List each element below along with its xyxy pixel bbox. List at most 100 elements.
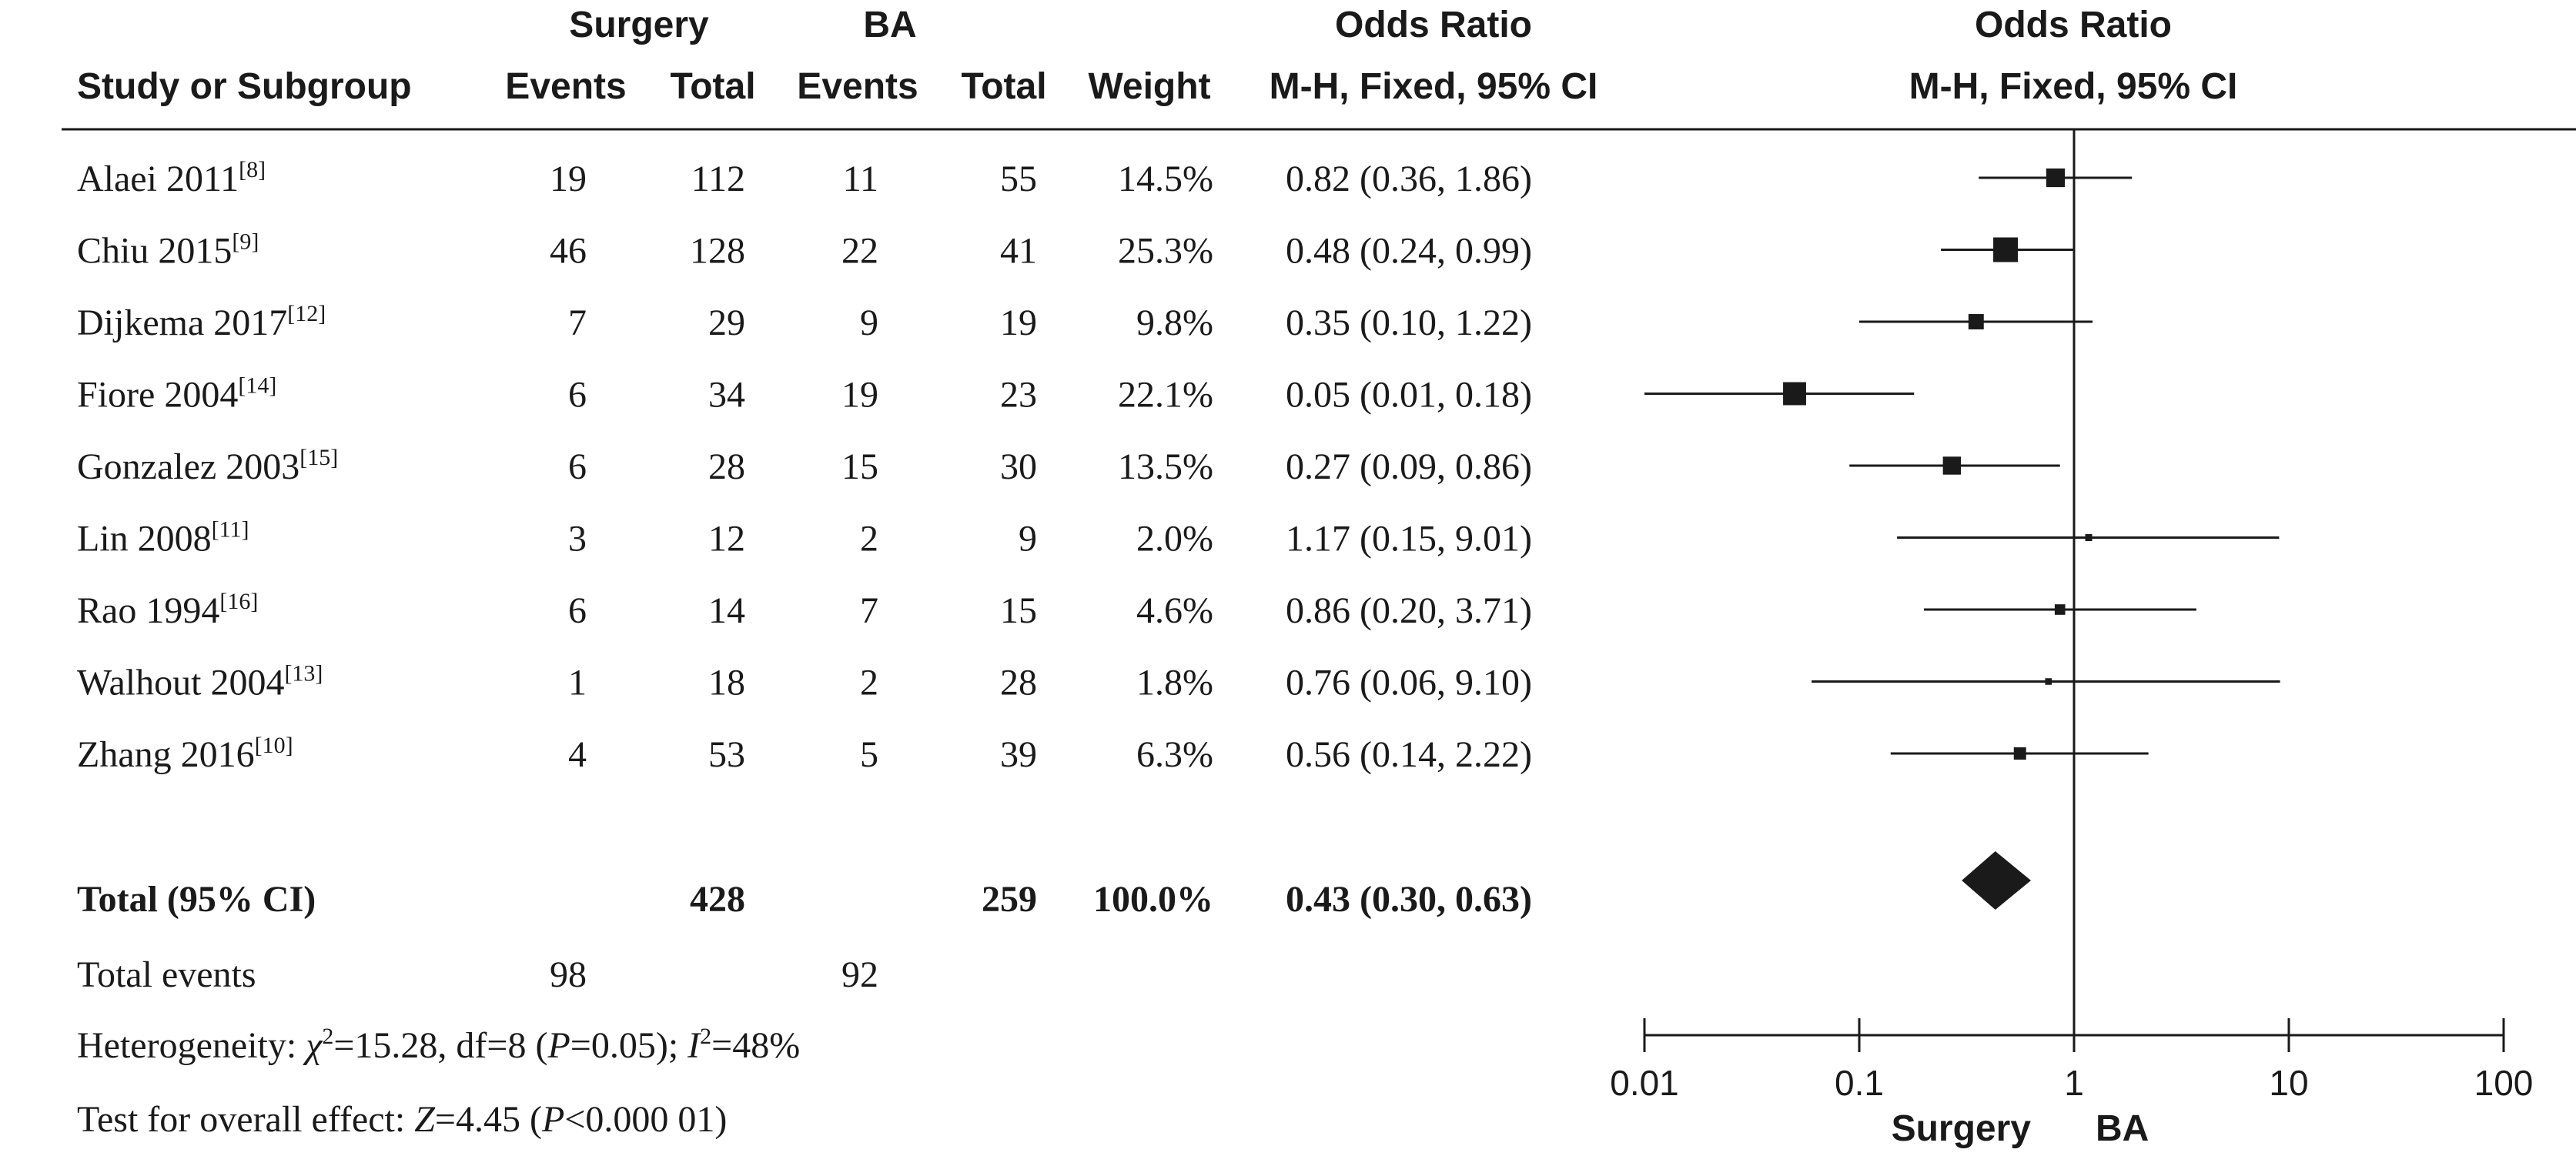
study-weight: 1.8% bbox=[1136, 663, 1213, 703]
favours-ba-label: BA bbox=[2096, 1108, 2149, 1149]
study-events1: 6 bbox=[568, 446, 587, 487]
study-weight: 6.3% bbox=[1136, 734, 1213, 775]
study-or-text: 0.48 (0.24, 0.99) bbox=[1286, 231, 1532, 272]
study-events2: 2 bbox=[860, 519, 878, 560]
study-total1: 53 bbox=[708, 734, 745, 775]
study-weight: 25.3% bbox=[1118, 231, 1213, 272]
study-name: Lin 2008[11] bbox=[77, 517, 249, 560]
study-name: Chiu 2015[9] bbox=[77, 229, 259, 272]
plot-title: Odds Ratio bbox=[1975, 5, 2172, 45]
x-axis-tick-label: 10 bbox=[2269, 1063, 2308, 1103]
total-or-text: 0.43 (0.30, 0.63) bbox=[1286, 879, 1532, 920]
study-or-text: 0.76 (0.06, 9.10) bbox=[1286, 663, 1532, 703]
study-total1: 112 bbox=[691, 159, 745, 199]
study-point-estimate bbox=[2013, 747, 2026, 760]
study-point-estimate bbox=[1942, 456, 1962, 475]
study-total1: 14 bbox=[708, 590, 745, 631]
study-events1: 4 bbox=[568, 734, 587, 775]
study-total1: 128 bbox=[690, 231, 745, 272]
study-weight: 9.8% bbox=[1136, 302, 1213, 343]
study-point-estimate bbox=[2085, 534, 2093, 541]
study-weight: 22.1% bbox=[1118, 375, 1213, 416]
study-point-estimate bbox=[1783, 382, 1806, 406]
study-events1: 6 bbox=[568, 590, 587, 631]
study-column-header: Study or Subgroup bbox=[77, 66, 412, 107]
total-events-label: Total events bbox=[77, 954, 256, 995]
group1-header: Surgery bbox=[569, 5, 709, 45]
study-or-text: 0.27 (0.09, 0.86) bbox=[1286, 446, 1532, 487]
study-point-estimate bbox=[2046, 168, 2066, 188]
overall-effect-text: Test for overall effect: Z=4.45 (P<0.000… bbox=[77, 1099, 727, 1140]
study-events1: 19 bbox=[550, 159, 587, 199]
x-axis-tick-label: 1 bbox=[2064, 1063, 2084, 1103]
study-events2: 2 bbox=[860, 663, 878, 703]
study-events1: 1 bbox=[568, 663, 587, 703]
study-events2: 15 bbox=[841, 446, 878, 487]
weight-column-header: Weight bbox=[1088, 66, 1210, 107]
study-events2: 19 bbox=[841, 375, 878, 416]
study-or-text: 0.56 (0.14, 2.22) bbox=[1286, 734, 1532, 775]
total-weight: 100.0% bbox=[1093, 879, 1213, 920]
heterogeneity-text: Heterogeneity: χ2=15.28, df=8 (P=0.05); … bbox=[77, 1024, 800, 1066]
study-total2: 30 bbox=[1000, 446, 1037, 487]
study-events2: 9 bbox=[860, 302, 878, 343]
study-total2: 55 bbox=[1000, 159, 1037, 199]
study-events2: 22 bbox=[841, 231, 878, 272]
total-label: Total (95% CI) bbox=[77, 879, 316, 920]
favours-surgery-label: Surgery bbox=[1892, 1108, 2032, 1149]
total-total2: 259 bbox=[982, 879, 1037, 920]
study-events2: 5 bbox=[860, 734, 878, 775]
study-point-estimate bbox=[2045, 678, 2052, 685]
study-events2: 7 bbox=[860, 590, 878, 631]
study-total2: 39 bbox=[1000, 734, 1037, 775]
total2-column-header: Total bbox=[961, 66, 1046, 107]
study-ci-marks bbox=[1644, 168, 2280, 760]
study-total1: 29 bbox=[708, 302, 745, 343]
study-total1: 12 bbox=[708, 519, 745, 560]
study-point-estimate bbox=[2054, 604, 2066, 615]
study-weight: 4.6% bbox=[1136, 590, 1213, 631]
study-events1: 3 bbox=[568, 519, 587, 560]
study-total1: 18 bbox=[708, 663, 745, 703]
study-name: Fiore 2004[14] bbox=[77, 373, 276, 416]
study-name: Dijkema 2017[12] bbox=[77, 301, 326, 343]
study-total1: 34 bbox=[708, 375, 745, 416]
study-weight: 14.5% bbox=[1118, 159, 1213, 199]
study-events1: 46 bbox=[550, 231, 587, 272]
pooled-diamond bbox=[1962, 851, 2032, 910]
study-or-text: 0.05 (0.01, 0.18) bbox=[1286, 375, 1532, 416]
study-rows: Alaei 2011[8] 19 112 11 55 14.5% 0.82 (0.36, 1… bbox=[77, 157, 1532, 775]
study-total2: 19 bbox=[1000, 302, 1037, 343]
study-total2: 23 bbox=[1000, 375, 1037, 416]
x-axis-tick-label: 100 bbox=[2474, 1063, 2534, 1103]
total1-column-header: Total bbox=[670, 66, 755, 107]
or-method-header: M-H, Fixed, 95% CI bbox=[1270, 66, 1598, 107]
study-name: Rao 1994[16] bbox=[77, 589, 258, 631]
study-total2: 28 bbox=[1000, 663, 1037, 703]
study-or-text: 0.86 (0.20, 3.71) bbox=[1286, 590, 1532, 631]
study-total2: 9 bbox=[1019, 519, 1037, 560]
study-total1: 28 bbox=[708, 446, 745, 487]
study-name: Walhout 2004[13] bbox=[77, 661, 323, 703]
study-events1: 6 bbox=[568, 375, 587, 416]
x-axis-ticks: 0.01 0.1 1 10 100 bbox=[1610, 1018, 2533, 1103]
forest-plot: 0.01 0.1 1 10 100 Surgery BA bbox=[1610, 129, 2533, 1149]
plot-method-header: M-H, Fixed, 95% CI bbox=[1909, 66, 2238, 107]
total-events2: 92 bbox=[841, 954, 878, 995]
study-point-estimate bbox=[1993, 237, 2019, 262]
group2-header: BA bbox=[863, 5, 916, 45]
study-name: Zhang 2016[10] bbox=[77, 733, 293, 775]
x-axis-tick-label: 0.01 bbox=[1610, 1063, 1679, 1103]
events2-column-header: Events bbox=[797, 66, 918, 107]
total-events1: 98 bbox=[550, 954, 587, 995]
study-events1: 7 bbox=[568, 302, 587, 343]
study-name: Alaei 2011[8] bbox=[77, 157, 266, 199]
study-weight: 2.0% bbox=[1136, 519, 1213, 560]
x-axis-tick-label: 0.1 bbox=[1835, 1063, 1884, 1103]
study-events2: 11 bbox=[843, 159, 878, 199]
study-or-text: 1.17 (0.15, 9.01) bbox=[1286, 519, 1532, 560]
study-or-text: 0.35 (0.10, 1.22) bbox=[1286, 302, 1532, 343]
or-column-title: Odds Ratio bbox=[1335, 5, 1532, 45]
total-total1: 428 bbox=[690, 879, 745, 920]
